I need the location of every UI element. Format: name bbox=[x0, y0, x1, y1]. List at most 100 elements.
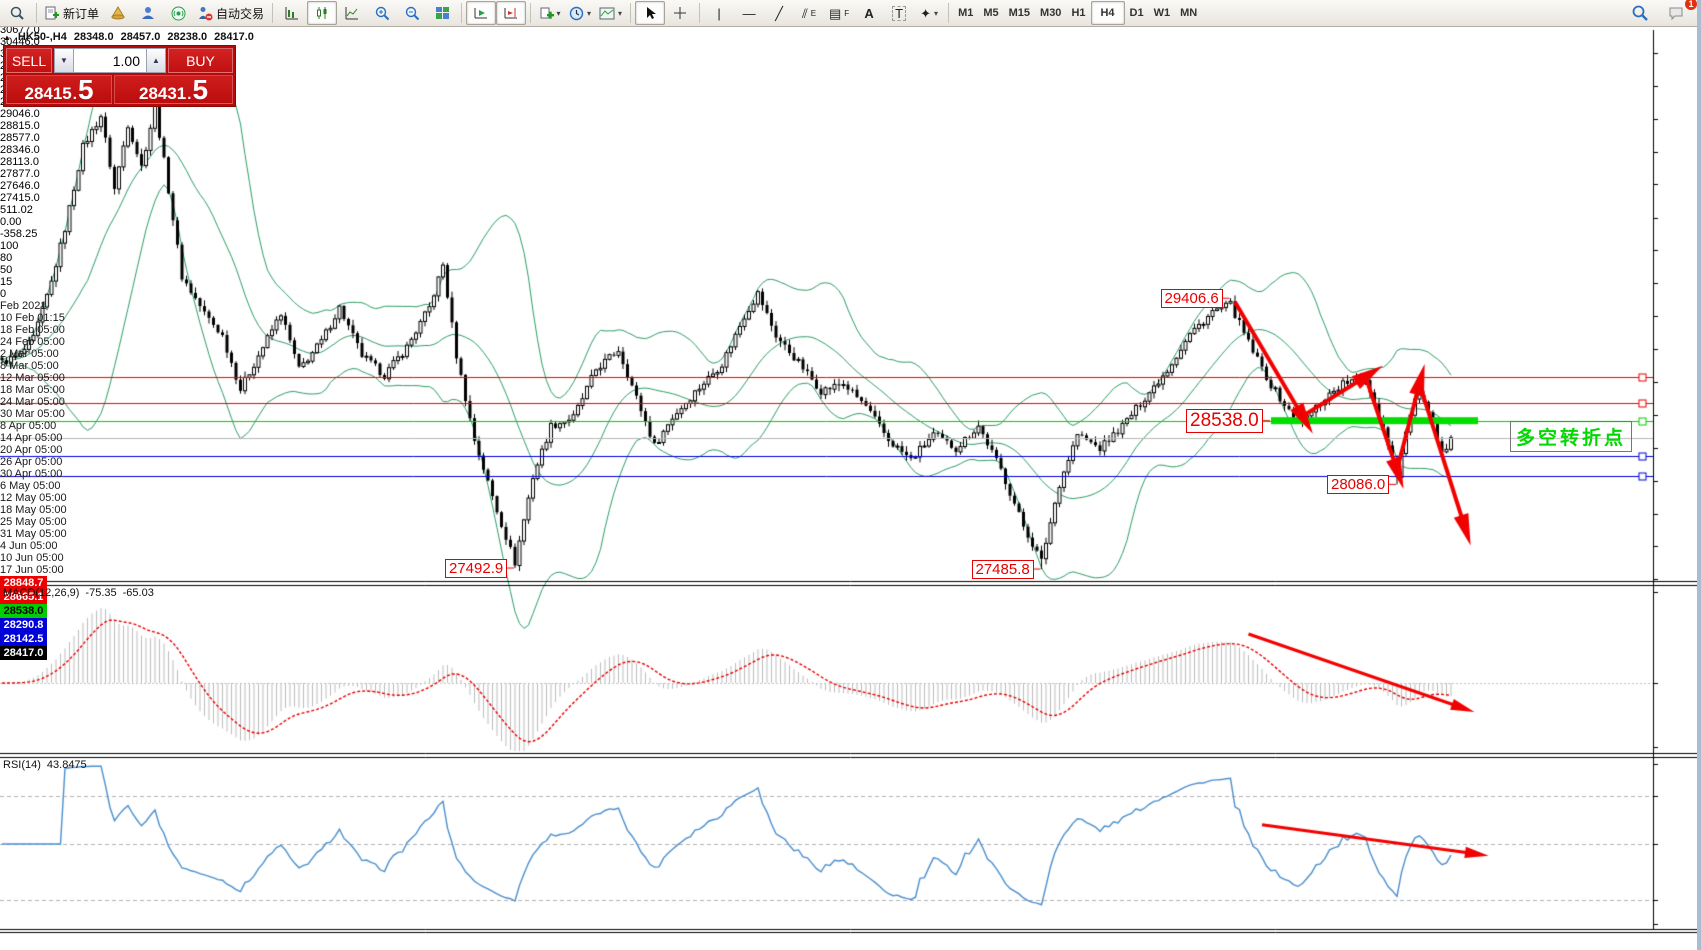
line-chart-button[interactable] bbox=[337, 1, 367, 25]
zoom-out-button[interactable] bbox=[397, 1, 427, 25]
vertical-line-icon: | bbox=[717, 5, 721, 21]
candlestick-chart-button[interactable] bbox=[307, 1, 338, 25]
price-level-label: 28665.1 bbox=[0, 590, 47, 604]
chat-button[interactable]: 1 bbox=[1661, 0, 1697, 25]
timeframe-h4[interactable]: H4 bbox=[1090, 1, 1125, 25]
turning-point-label[interactable]: 多空转折点 bbox=[1510, 421, 1633, 452]
price-level-label: 28142.5 bbox=[0, 632, 47, 646]
timeframe-m5[interactable]: M5 bbox=[983, 7, 999, 19]
ohlc-high: 28457.0 bbox=[120, 31, 161, 43]
macd-name: MACD(12,26,9) bbox=[3, 587, 80, 599]
sell-price-display[interactable]: 28415 . 5 bbox=[6, 75, 112, 104]
generated-axis-labels: 31146.030915.030677.030446.030215.029977… bbox=[0, 0, 67, 660]
toolbar-separator bbox=[461, 3, 463, 23]
candlestick-icon bbox=[317, 7, 327, 19]
arrows-dropdown[interactable]: ✦ ▾ bbox=[914, 1, 944, 25]
time-axis-label: 18 Feb 05:00 bbox=[0, 324, 65, 336]
channel-label: E bbox=[810, 8, 817, 18]
timeframe-m15[interactable]: M15 bbox=[1008, 7, 1031, 19]
current-price-label: 28417.0 bbox=[0, 646, 47, 660]
tile-windows-button[interactable] bbox=[427, 1, 457, 25]
trendline-button[interactable]: ╱ bbox=[764, 1, 794, 25]
timeframe-d1[interactable]: D1 bbox=[1129, 7, 1144, 19]
time-axis-label: 10 Feb 01:15 bbox=[0, 312, 65, 324]
new-order-button[interactable]: 新订单 bbox=[41, 1, 103, 25]
chat-bubble-icon bbox=[1669, 7, 1683, 20]
chart-shift-button[interactable] bbox=[496, 1, 527, 25]
time-axis-label: 4 Jun 05:00 bbox=[0, 540, 58, 552]
search-button[interactable] bbox=[1625, 1, 1655, 25]
chart-loupe-icon bbox=[10, 6, 24, 20]
fibonacci-button[interactable]: ▤ F bbox=[824, 1, 854, 25]
price-level-label: 28538.0 bbox=[0, 604, 47, 618]
template-dropdown[interactable]: ▾ bbox=[595, 1, 626, 25]
volume-increase-button[interactable]: ▲ bbox=[146, 48, 166, 73]
timeframe-m1[interactable]: M1 bbox=[958, 7, 974, 19]
sell-price-pip: 5 bbox=[77, 74, 94, 106]
market-depth-button[interactable] bbox=[103, 1, 133, 25]
rsi-axis-tick: 15 bbox=[0, 276, 13, 288]
broadcast-button[interactable] bbox=[163, 1, 193, 25]
toolbar-separator bbox=[699, 3, 701, 23]
time-axis-label: 10 Jun 05:00 bbox=[0, 552, 64, 564]
buy-price-display[interactable]: 28431 . 5 bbox=[114, 75, 233, 104]
annotation-high-29406[interactable]: 29406.6 bbox=[1160, 288, 1223, 308]
fibonacci-label: F bbox=[844, 8, 850, 18]
time-axis-label: 8 Mar 05:00 bbox=[0, 360, 59, 372]
collapse-triangle-icon: ▲ bbox=[3, 32, 11, 42]
new-order-label: 新订单 bbox=[63, 6, 100, 21]
one-click-trading-panel: SELL ▼ ▲ BUY 28415 . 5 28431 . 5 bbox=[3, 45, 236, 107]
timeframe-mn[interactable]: MN bbox=[1180, 7, 1198, 19]
sell-price-dot: . bbox=[72, 86, 77, 103]
buy-price-main: 28431 bbox=[138, 84, 187, 103]
dropdown-caret: ▾ bbox=[556, 8, 561, 18]
clock-icon bbox=[569, 6, 584, 20]
equidistant-channel-button[interactable]: ⫽ E bbox=[794, 1, 824, 25]
volume-decrease-button[interactable]: ▼ bbox=[54, 48, 74, 73]
sell-button[interactable]: SELL bbox=[6, 48, 52, 73]
time-axis-label: 20 Apr 05:00 bbox=[0, 444, 63, 456]
timeframe-h1[interactable]: H1 bbox=[1071, 7, 1086, 19]
window-edge bbox=[1697, 0, 1701, 950]
cursor-button[interactable] bbox=[635, 1, 666, 25]
label-button[interactable]: T bbox=[884, 1, 914, 25]
volume-stepper: ▼ ▲ bbox=[54, 48, 166, 73]
annotation-level-28538[interactable]: 28538.0 bbox=[1186, 408, 1263, 433]
buy-price-pip: 5 bbox=[192, 74, 209, 106]
time-axis-label: 18 May 05:00 bbox=[0, 504, 67, 516]
auto-trading-icon bbox=[199, 6, 213, 20]
mql5-community-button[interactable] bbox=[133, 1, 163, 25]
new-order-dropdown[interactable]: ▾ bbox=[535, 1, 565, 25]
annotation-low-28086[interactable]: 28086.0 bbox=[1327, 474, 1390, 495]
order-plus-icon bbox=[540, 7, 554, 19]
buy-button[interactable]: BUY bbox=[168, 48, 233, 73]
time-axis-label: 24 Mar 05:00 bbox=[0, 396, 65, 408]
ohlc-close: 28417.0 bbox=[214, 31, 254, 43]
annotation-low-27485[interactable]: 27485.8 bbox=[971, 559, 1034, 579]
auto-scroll-button[interactable] bbox=[466, 1, 497, 25]
annotation-low-27492[interactable]: 27492.9 bbox=[445, 558, 508, 578]
timeframe-m30[interactable]: M30 bbox=[1040, 7, 1062, 19]
symbol-name: HK50-,H4 bbox=[17, 31, 67, 43]
bar-chart-button[interactable] bbox=[277, 1, 307, 25]
timeframe-w1[interactable]: W1 bbox=[1153, 7, 1171, 19]
macd-value-1: -75.35 bbox=[85, 587, 117, 599]
dropdown-caret: ▾ bbox=[587, 8, 592, 18]
horizontal-line-button[interactable]: — bbox=[734, 1, 764, 25]
period-dropdown[interactable]: ▾ bbox=[565, 1, 595, 25]
channel-icon: ⫽ bbox=[801, 5, 808, 21]
crosshair-button[interactable] bbox=[665, 1, 695, 25]
ohlc-low: 28238.0 bbox=[167, 31, 208, 43]
vertical-line-button[interactable]: | bbox=[704, 1, 734, 25]
price-axis-tick: 28346.0 bbox=[0, 144, 40, 156]
auto-trading-button[interactable]: 自动交易 bbox=[193, 1, 268, 25]
symbols-button[interactable] bbox=[2, 1, 32, 25]
volume-input[interactable] bbox=[74, 48, 146, 73]
toolbar-separator bbox=[630, 3, 632, 23]
time-axis-label: 30 Apr 05:00 bbox=[0, 468, 63, 480]
text-button[interactable]: A bbox=[854, 1, 884, 25]
zoom-in-button[interactable] bbox=[367, 1, 397, 25]
template-icon bbox=[599, 7, 615, 19]
